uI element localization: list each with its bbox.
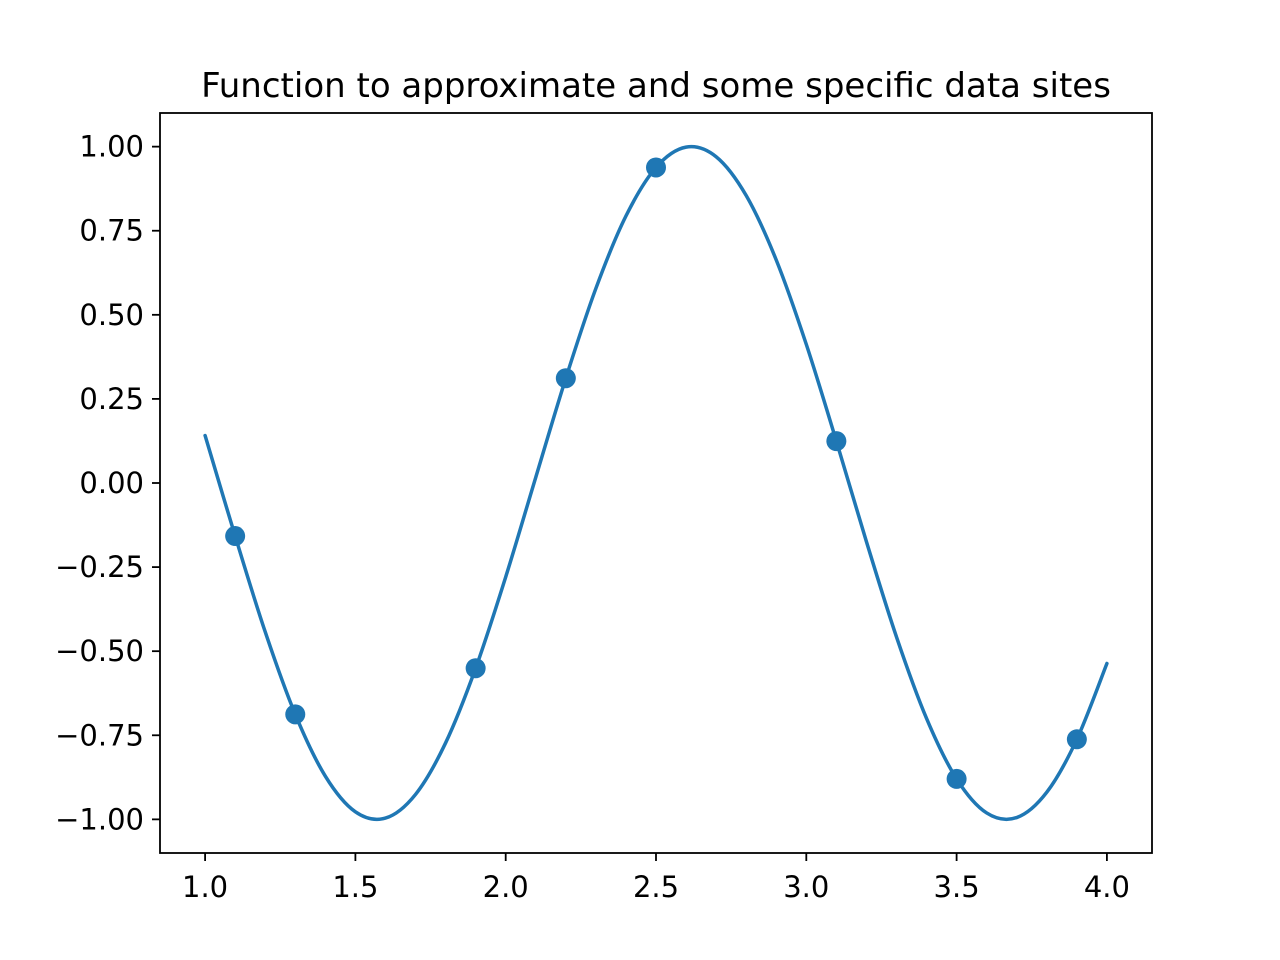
y-tick-label: −0.25 [55,550,144,584]
data-site-marker [285,704,306,725]
y-tick-label: 0.50 [79,298,144,332]
data-site-marker [225,526,246,547]
y-tick-label: −1.00 [55,802,144,836]
axes-box [159,112,1153,854]
x-tick-label: 1.0 [182,870,228,904]
data-site-markers [225,157,1087,789]
x-tick-label: 2.0 [483,870,529,904]
data-site-marker [646,157,666,178]
x-tick-label: 3.5 [934,870,980,904]
data-site-marker [465,658,486,679]
y-tick-label: 1.00 [79,130,144,164]
chart-title: Function to approximate and some specifi… [201,66,1111,106]
x-tick-label: 4.0 [1084,870,1130,904]
y-tick-label: −0.50 [55,634,144,668]
y-tick-label: −0.75 [55,718,144,752]
y-tick-label: 0.00 [79,466,144,500]
x-tick-label: 2.5 [633,870,679,904]
data-site-marker [1066,729,1087,750]
data-site-marker [555,368,576,389]
data-site-marker [946,768,967,789]
data-site-marker [826,431,847,452]
axis-tick-labels: 1.0 1.5 2.0 2.5 3.0 3.5 4.0 1.00 0.75 0.50 0.25 0.0… [55,130,1130,904]
y-tick-label: 0.75 [79,214,144,248]
y-tick-label: 0.25 [79,382,144,416]
x-tick-label: 1.5 [332,870,378,904]
x-tick-label: 3.0 [783,870,829,904]
function-curve [203,144,1109,822]
axis-tick-marks [152,145,1108,861]
